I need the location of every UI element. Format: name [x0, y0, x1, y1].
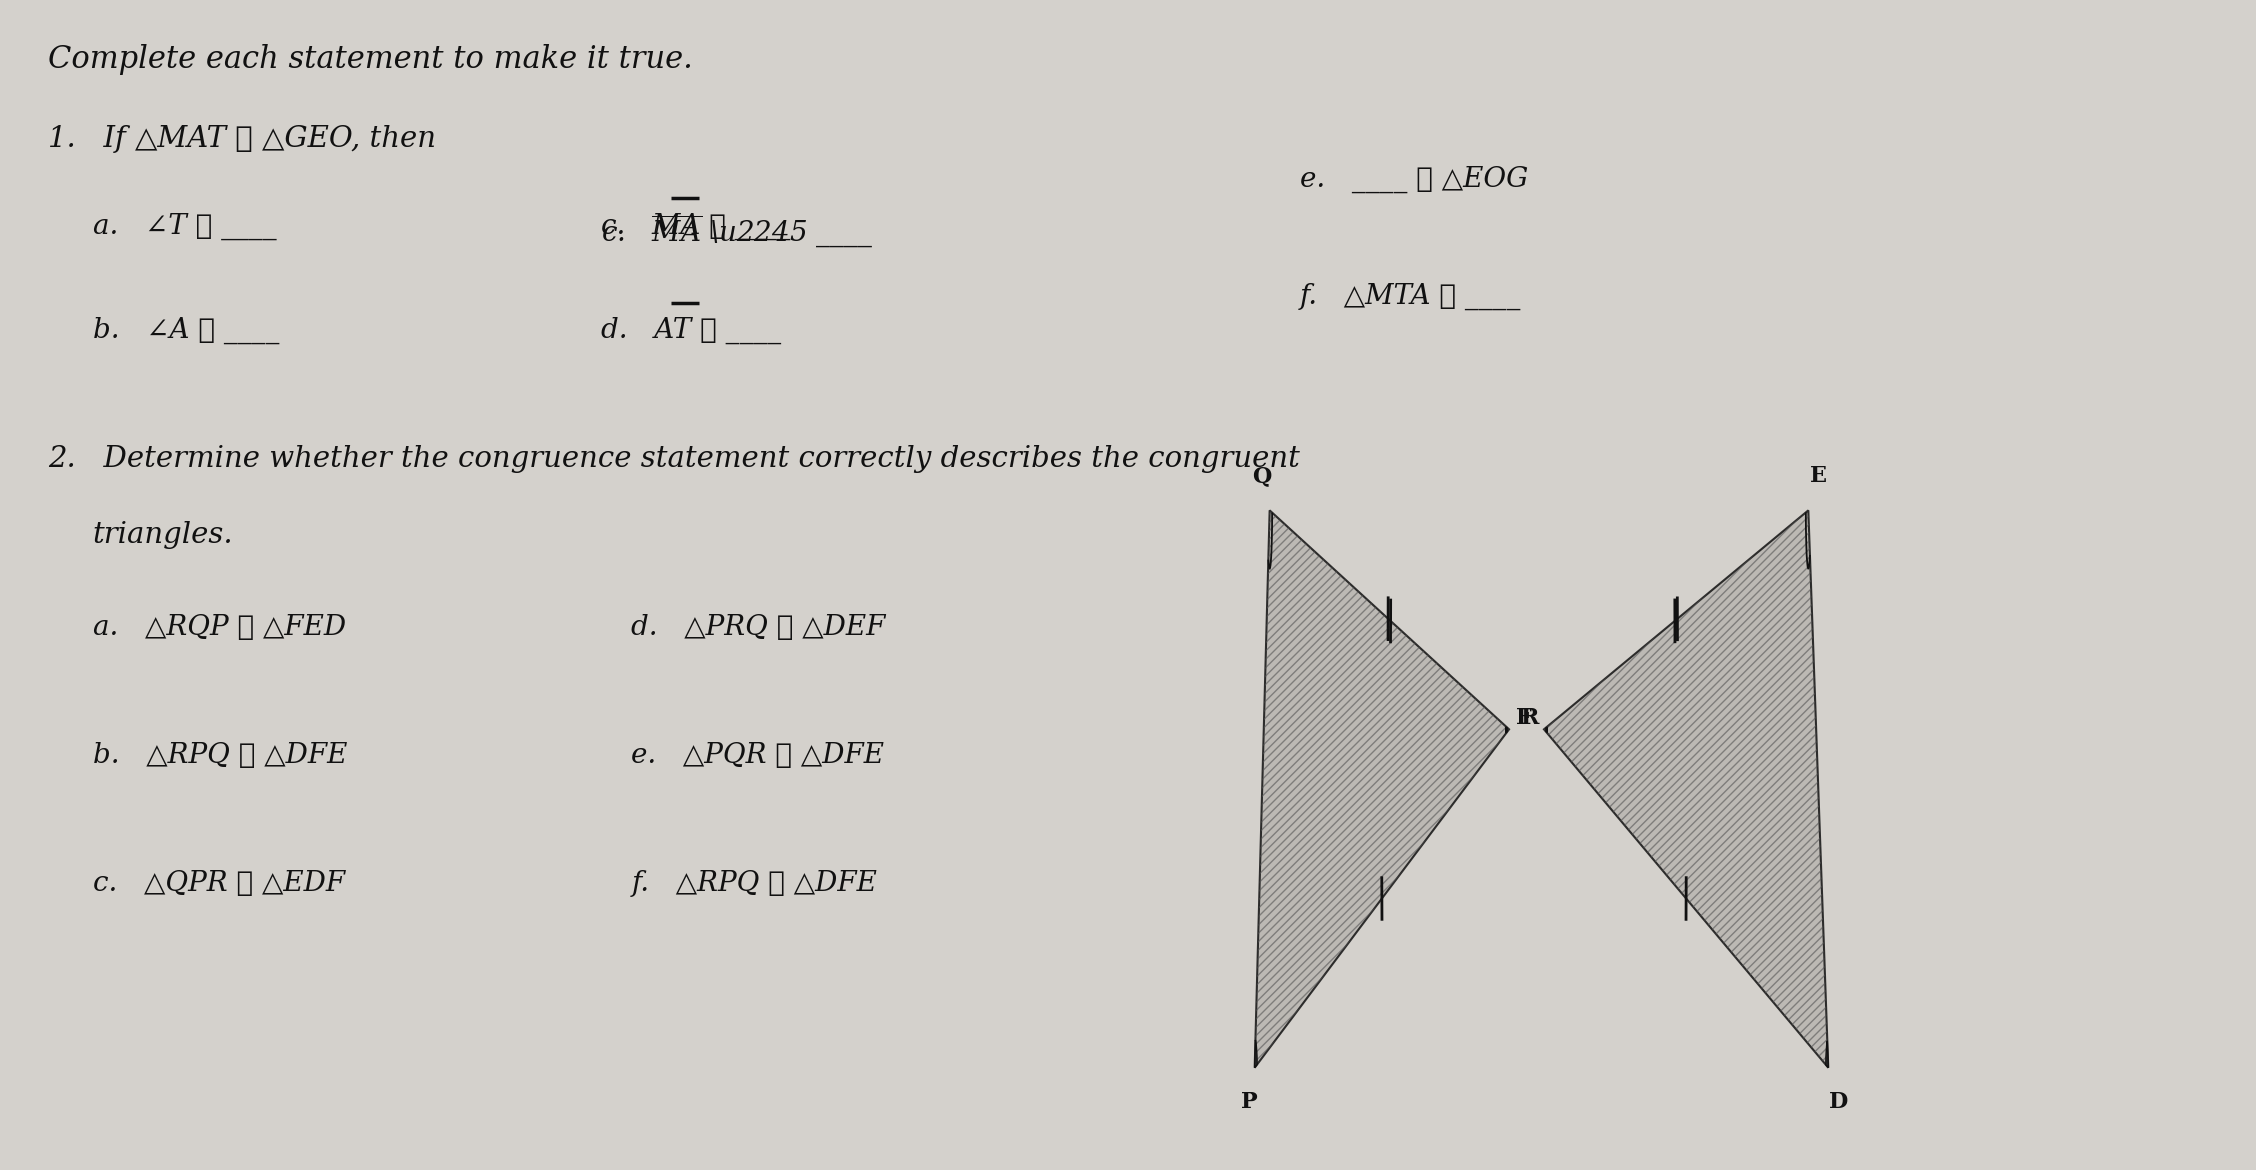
Wedge shape: [1825, 1041, 1827, 1068]
Text: P: P: [1241, 1090, 1259, 1113]
Text: d.   AT ≅ ____: d. AT ≅ ____: [602, 317, 781, 344]
Text: a.   ∠T ≅ ____: a. ∠T ≅ ____: [92, 213, 275, 240]
Text: F: F: [1516, 707, 1532, 729]
Text: e.   ____ ≅ △EOG: e. ____ ≅ △EOG: [1299, 166, 1527, 193]
Text: 1.   If △MAT ≅ △GEO, then: 1. If △MAT ≅ △GEO, then: [47, 125, 435, 153]
Text: 2.   Determine whether the congruence statement correctly describes the congruen: 2. Determine whether the congruence stat…: [47, 446, 1299, 474]
Text: c.   MA ≅ ____: c. MA ≅ ____: [602, 213, 790, 240]
Text: f.   △RPQ ≅ △DFE: f. △RPQ ≅ △DFE: [632, 870, 878, 897]
Polygon shape: [1543, 510, 1827, 1068]
Polygon shape: [1254, 510, 1509, 1068]
Text: Q: Q: [1252, 464, 1272, 487]
Text: E: E: [1809, 464, 1827, 487]
Wedge shape: [1254, 1040, 1257, 1068]
Text: e.   △PQR ≅ △DFE: e. △PQR ≅ △DFE: [632, 742, 884, 769]
Text: a.   △RQP ≅ △FED: a. △RQP ≅ △FED: [92, 614, 345, 641]
Text: c.   $\overline{\mathregular{MA}}$ \u2245 ____: c. $\overline{\mathregular{MA}}$ \u2245 …: [602, 213, 873, 249]
Text: b.   ∠A ≅ ____: b. ∠A ≅ ____: [92, 317, 280, 344]
Text: R: R: [1521, 707, 1539, 729]
Text: d.   △PRQ ≅ △DEF: d. △PRQ ≅ △DEF: [632, 614, 887, 641]
Text: c.   △QPR ≅ △EDF: c. △QPR ≅ △EDF: [92, 870, 345, 897]
Text: D: D: [1830, 1090, 1848, 1113]
Text: f.   △MTA ≅ ____: f. △MTA ≅ ____: [1299, 282, 1521, 310]
Text: triangles.: triangles.: [92, 521, 232, 549]
Text: b.   △RPQ ≅ △DFE: b. △RPQ ≅ △DFE: [92, 742, 347, 769]
Text: Complete each statement to make it true.: Complete each statement to make it true.: [47, 43, 693, 75]
